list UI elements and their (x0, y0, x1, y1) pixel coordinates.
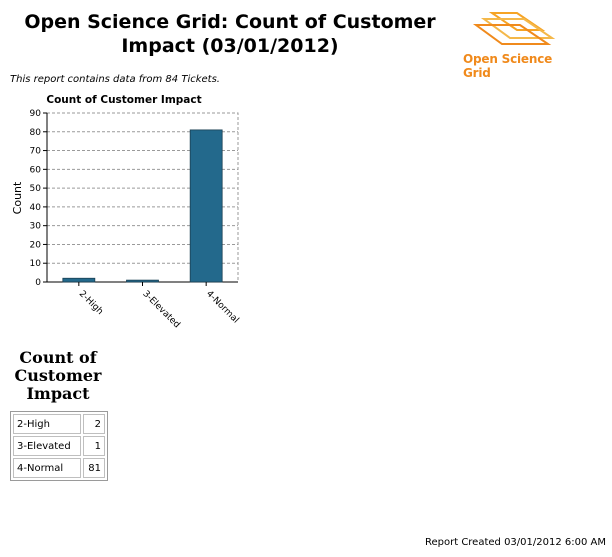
y-tick-label: 60 (30, 165, 42, 175)
y-axis-label: Count (11, 181, 24, 214)
x-tick-label: 2-High (77, 289, 105, 317)
bar-2-high (62, 277, 96, 283)
table-row: 4-Normal 81 (13, 458, 105, 478)
table-cell-value: 1 (83, 436, 105, 456)
bar-3-elevated (126, 279, 159, 283)
y-tick-label: 50 (30, 184, 42, 194)
x-tick-label: 4-Normal (204, 289, 240, 325)
y-tick-label: 40 (30, 203, 42, 213)
table-cell-label: 4-Normal (13, 458, 81, 478)
osg-logo-icon (472, 12, 556, 45)
report-footer: Report Created 03/01/2012 6:00 AM (424, 537, 606, 548)
y-tick-label: 30 (30, 222, 42, 232)
x-tick-label: 3-Elevated (140, 289, 181, 330)
table-cell-value: 2 (83, 414, 105, 434)
y-tick-label: 70 (30, 147, 42, 157)
table-title: Count of Customer Impact (14, 348, 102, 403)
y-tick-label: 90 (30, 109, 42, 119)
y-tick-label: 20 (30, 240, 42, 250)
chart-title: Count of Customer Impact (46, 94, 201, 106)
bar-4-normal (189, 129, 223, 283)
report-note: This report contains data from 84 Ticket… (10, 74, 220, 85)
y-tick-label: 0 (35, 278, 41, 288)
page-title: Open Science Grid: Count of Customer Imp… (24, 11, 436, 57)
table-cell-value: 81 (83, 458, 105, 478)
y-tick-label: 10 (30, 259, 42, 269)
table-cell-label: 3-Elevated (13, 436, 81, 456)
impact-table: 2-High 2 3-Elevated 1 4-Normal 81 (10, 411, 108, 481)
table-row: 2-High 2 (13, 414, 105, 434)
bar-chart: Count of Customer Impact Count 0 10 20 30 40… (11, 94, 240, 330)
table-row: 3-Elevated 1 (13, 436, 105, 456)
logo-text: Open Science Grid (463, 52, 553, 80)
table-cell-label: 2-High (13, 414, 81, 434)
y-tick-label: 80 (30, 128, 42, 138)
